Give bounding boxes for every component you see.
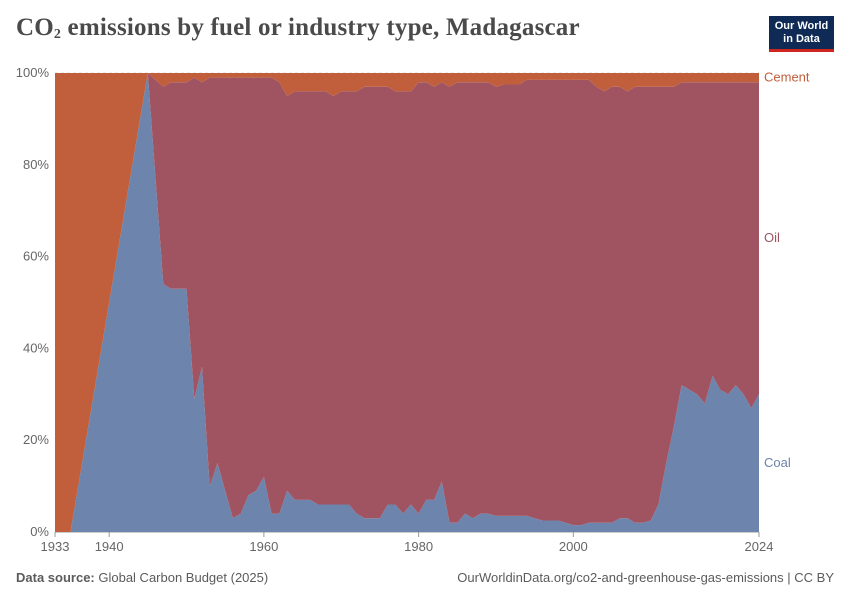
x-tick-label: 1960	[249, 539, 278, 554]
y-tick-label: 0%	[30, 524, 49, 539]
footer-url[interactable]: OurWorldinData.org/co2-and-greenhouse-ga…	[457, 570, 834, 585]
y-tick-label: 100%	[16, 65, 50, 80]
y-tick-label: 20%	[23, 432, 49, 447]
logo-line-2: in Data	[783, 33, 820, 45]
chart-title: CO2 emissions by fuel or industry type, …	[16, 14, 580, 43]
title-rest: emissions by fuel or industry type, Mada…	[61, 14, 580, 41]
title-main: CO	[16, 14, 54, 41]
y-tick-label: 80%	[23, 157, 49, 172]
y-tick-label: 40%	[23, 340, 49, 355]
x-tick-label: 1980	[404, 539, 433, 554]
x-tick-label: 1940	[95, 539, 124, 554]
legend-label-cement: Cement	[764, 70, 810, 85]
source-text: Global Carbon Budget (2025)	[94, 570, 269, 585]
area-oil[interactable]	[55, 73, 759, 532]
area-coal[interactable]	[55, 73, 759, 532]
source-label: Data source:	[16, 570, 95, 585]
owid-logo[interactable]: Our World in Data	[769, 16, 834, 52]
y-tick-label: 60%	[23, 249, 49, 264]
logo-line-1: Our World	[774, 20, 829, 32]
title-subscript: 2	[53, 27, 62, 42]
x-tick-label: 2000	[559, 539, 588, 554]
x-tick-label: 2024	[745, 539, 774, 554]
legend-label-coal: Coal	[764, 455, 791, 470]
legend-label-oil: Oil	[764, 230, 780, 245]
area-cement[interactable]	[55, 73, 759, 532]
footer-source: Data source: Global Carbon Budget (2025)	[16, 570, 268, 585]
x-tick-label: 1933	[41, 539, 70, 554]
